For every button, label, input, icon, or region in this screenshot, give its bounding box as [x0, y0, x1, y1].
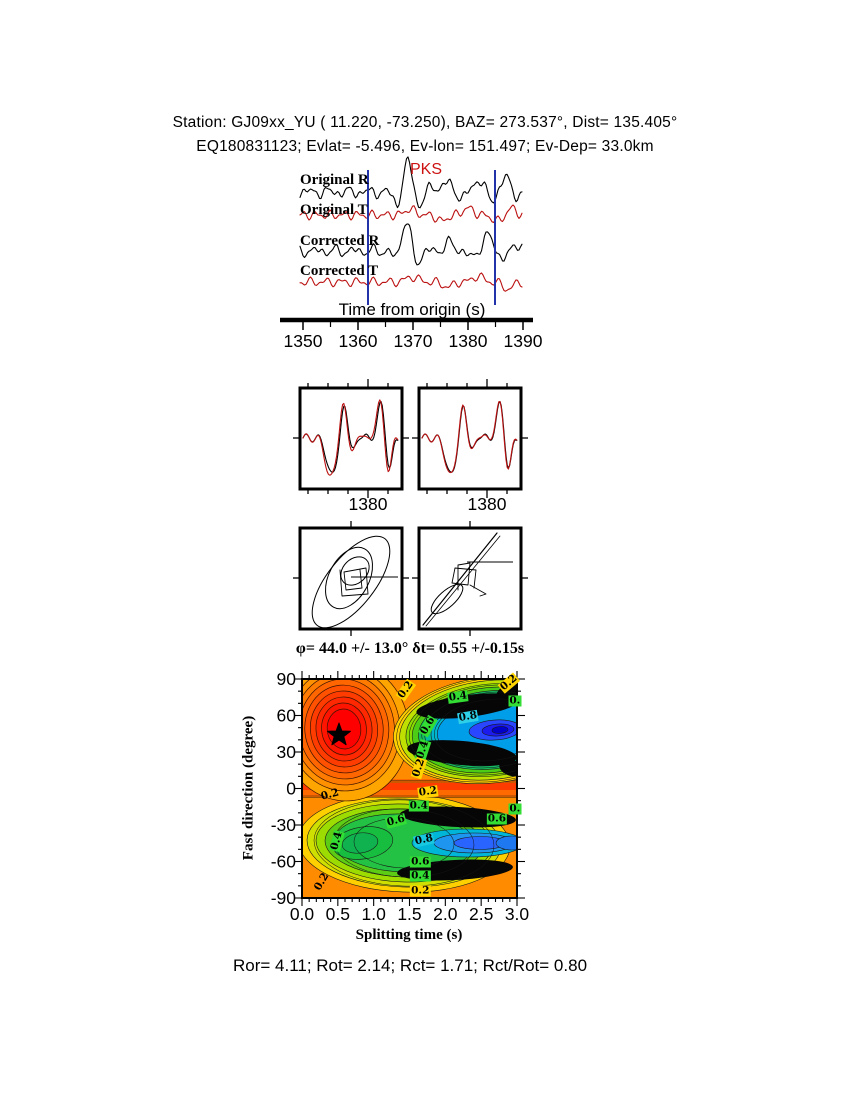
svg-text:0: 0	[286, 779, 296, 799]
results-line: Ror= 4.11; Rot= 2.14; Rct= 1.71; Rct/Rot…	[232, 956, 588, 975]
svg-text:30: 30	[277, 742, 297, 762]
event-header: EQ180831123; Evlat= -5.496, Ev-lon= 151.…	[196, 138, 654, 155]
contour-xlabel: Splitting time (s)	[355, 927, 463, 943]
trace-label-original-r: Original R	[300, 172, 369, 188]
svg-text:1380: 1380	[349, 494, 388, 514]
svg-text:-30: -30	[271, 815, 297, 835]
contour-level-label: 0.6	[410, 855, 431, 867]
trace-label-corrected-t: Corrected T	[300, 263, 379, 279]
svg-text:0.0: 0.0	[290, 904, 315, 924]
phase-label-pks: PKS	[410, 161, 443, 178]
svg-text:3.0: 3.0	[505, 904, 530, 924]
error-surface-frame: 90 60 30 0 -30 -60 -900.0 0.5 1.0 1.5 2.0 2.5 3.0	[271, 669, 530, 924]
svg-text:1.5: 1.5	[397, 904, 421, 924]
svg-text:1380: 1380	[468, 494, 507, 514]
svg-text:2.5: 2.5	[469, 904, 493, 924]
svg-text:1380: 1380	[449, 331, 488, 351]
trace-label-original-t: Original T	[300, 202, 368, 218]
seismogram-plot: 1350 1360 1370 1380 1390	[280, 156, 543, 351]
particle-motion-panels	[293, 521, 528, 636]
trace-label-corrected-r: Corrected R	[300, 233, 380, 249]
time-axis-label: Time from origin (s)	[338, 300, 486, 319]
svg-text:1370: 1370	[394, 331, 433, 351]
contour-level-label: 0.4	[408, 799, 429, 812]
contour-level-label: 0.4	[410, 869, 431, 882]
contour-level-label: 0.2	[410, 884, 431, 897]
station-header: Station: GJ09xx_YU ( 11.220, -73.250), B…	[172, 114, 678, 131]
contour-level-label: 0.	[508, 802, 522, 815]
contour-title: φ= 44.0 +/- 13.0° δt= 0.55 +/-0.15s	[295, 640, 525, 657]
contour-level-label: 0.6	[486, 812, 508, 825]
svg-text:1360: 1360	[339, 331, 378, 351]
svg-text:0.5: 0.5	[326, 904, 350, 924]
svg-text:1350: 1350	[284, 331, 323, 351]
svg-text:60: 60	[277, 706, 297, 726]
svg-text:1.0: 1.0	[362, 904, 387, 924]
contour-ylabel: Fast direction (degree)	[240, 715, 257, 861]
svg-text:1390: 1390	[504, 331, 543, 351]
svg-text:-90: -90	[271, 888, 297, 908]
svg-text:90: 90	[277, 669, 297, 689]
contour-level-label: 0.	[508, 694, 522, 707]
svg-text:2.0: 2.0	[433, 904, 458, 924]
error-surface	[302, 679, 517, 898]
comparison-panels: 1380 1380	[293, 379, 528, 514]
svg-text:-60: -60	[271, 852, 297, 872]
